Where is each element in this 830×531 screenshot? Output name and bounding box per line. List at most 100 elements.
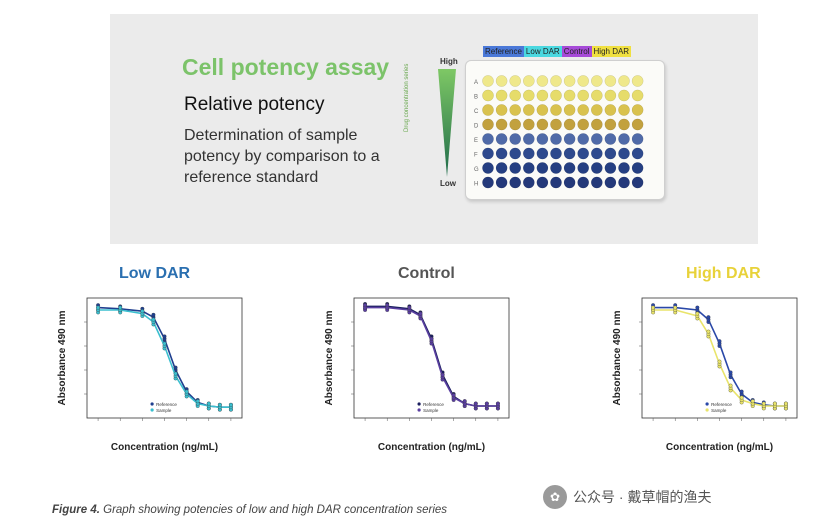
- plate-well: [482, 75, 494, 87]
- data-point: [162, 334, 167, 339]
- data-point: [739, 389, 744, 394]
- plate-well: [577, 133, 590, 145]
- data-point: [418, 311, 423, 316]
- legend-marker: [417, 408, 421, 412]
- plate-wells: A B C D E F G H: [474, 75, 644, 189]
- plate-well: [604, 147, 617, 160]
- plate-well: [604, 104, 617, 116]
- plot-frame: [641, 297, 798, 419]
- data-point: [206, 401, 211, 406]
- data-point: [140, 309, 145, 314]
- plate-well: [482, 133, 494, 145]
- plate-well: [522, 118, 535, 131]
- plate-well: [577, 104, 590, 116]
- plate-well: [482, 104, 494, 116]
- data-point: [673, 305, 678, 310]
- plate-well: [509, 176, 522, 189]
- plate-row-label: D: [474, 124, 479, 130]
- plot-frame: [86, 297, 243, 419]
- plate-well: [577, 89, 590, 102]
- plate-well: [604, 176, 617, 189]
- legend-label: Sample: [156, 408, 172, 413]
- data-point: [750, 399, 755, 404]
- plate-well: [509, 89, 522, 102]
- wechat-icon: ✿: [543, 485, 567, 509]
- plate-well: [550, 89, 562, 102]
- caption-label: Figure 4.: [52, 504, 100, 516]
- plate-well: [495, 147, 508, 160]
- plate-well: [631, 147, 644, 160]
- plate-well: [550, 147, 562, 160]
- plate-well: [509, 75, 522, 87]
- data-point: [195, 399, 200, 404]
- data-point: [772, 401, 777, 406]
- plate-well: [522, 162, 535, 174]
- plate-row-label: A: [474, 80, 478, 86]
- data-point: [173, 365, 178, 370]
- plate-well: [618, 147, 630, 160]
- banner-subtitle: Relative potency: [184, 94, 325, 115]
- plate-well: [618, 118, 630, 131]
- plate-well: [536, 89, 549, 102]
- y-axis-label: Absorbance 490 nm: [57, 310, 68, 405]
- chart-title-control: Control: [398, 265, 455, 282]
- data-point: [217, 402, 222, 407]
- plate-well: [618, 162, 630, 174]
- plate-well: [563, 104, 576, 116]
- plate-well: [631, 118, 644, 131]
- plate-well: [563, 147, 576, 160]
- plate-well: [631, 104, 644, 116]
- plate-well: [522, 176, 535, 189]
- plate-well: [495, 104, 508, 116]
- data-point: [651, 305, 656, 310]
- plate-well: [631, 176, 644, 189]
- plate-well: [482, 147, 494, 160]
- plate-well: [495, 133, 508, 145]
- banner-description: Determination of sample potency by compa…: [184, 127, 380, 186]
- plate-well: [604, 118, 617, 131]
- data-point: [429, 336, 434, 341]
- plate-well: [550, 176, 562, 189]
- plate-well: [495, 75, 508, 87]
- plate-well: [522, 104, 535, 116]
- plate-well: [590, 176, 603, 189]
- chart-low-dar: Concentration (ng/mL) Absorbance 490 nm Re…: [57, 297, 243, 453]
- data-point: [717, 359, 722, 364]
- plate-well: [577, 75, 590, 87]
- data-point: [706, 315, 711, 320]
- plate-well: [482, 176, 494, 189]
- plate-well: [522, 75, 535, 87]
- plate-well: [604, 133, 617, 145]
- plate-well: [563, 75, 576, 87]
- plate-well: [631, 133, 644, 145]
- y-axis-label: Absorbance 490 nm: [324, 310, 335, 405]
- data-point: [96, 305, 101, 310]
- plate-well: [618, 176, 630, 189]
- data-point: [728, 370, 733, 375]
- plate-well: [577, 118, 590, 131]
- chart-high-dar: Concentration (ng/mL) Absorbance 490 nm Re…: [612, 297, 798, 453]
- data-point: [462, 399, 467, 404]
- data-point: [407, 305, 412, 310]
- watermark-text: 公众号 · 戴草帽的渔夫: [573, 489, 712, 505]
- figure-caption: Figure 4. Graph showing potencies of low…: [52, 504, 447, 516]
- plate-well: [495, 118, 508, 131]
- plate-well: [563, 176, 576, 189]
- concentration-gradient-triangle: [438, 69, 456, 177]
- plate-well: [522, 89, 535, 102]
- y-axis-label: Absorbance 490 nm: [612, 310, 623, 405]
- plot-frame: [353, 297, 510, 419]
- plate-well: [618, 89, 630, 102]
- plate-well: [509, 133, 522, 145]
- data-point: [695, 311, 700, 316]
- data-point: [151, 317, 156, 322]
- plate-well: [618, 133, 630, 145]
- legend-marker: [150, 402, 154, 406]
- plate-well: [536, 75, 549, 87]
- plate-well: [509, 118, 522, 131]
- plate-well: [536, 176, 549, 189]
- plate-legend-item: Control: [561, 46, 592, 57]
- data-point: [484, 401, 489, 406]
- gradient-low-label: Low: [440, 179, 456, 188]
- data-point: [162, 341, 167, 346]
